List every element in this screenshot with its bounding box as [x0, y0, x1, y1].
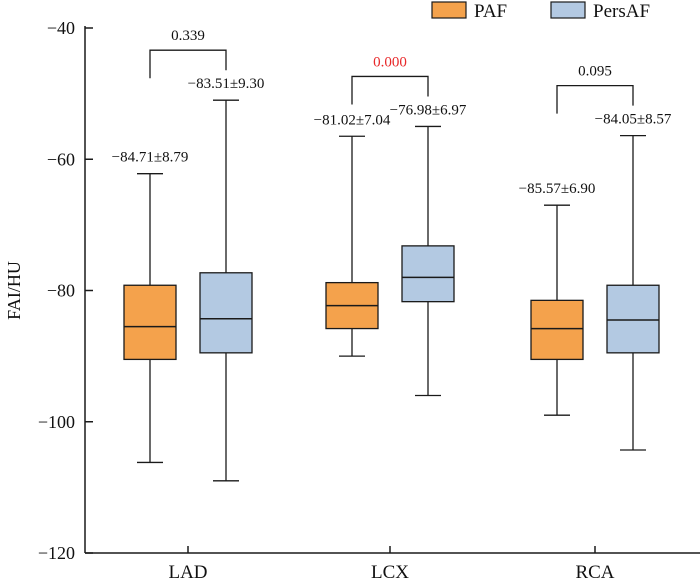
legend-swatch-paf	[431, 1, 467, 19]
comparison-bracket	[351, 75, 429, 105]
box-stat-label: −84.05±8.57	[595, 112, 672, 128]
box-iqr	[199, 272, 253, 354]
box-persaf-lcx: −76.98±6.97	[390, 102, 467, 397]
box-iqr	[530, 299, 584, 361]
comparison-bracket	[556, 84, 634, 114]
legend-label-persaf: PersAF	[593, 1, 650, 22]
box-stat-label: −85.57±6.90	[519, 181, 596, 197]
comparison-lcx: 0.000	[351, 54, 429, 105]
box-persaf-lad: −83.51±9.30	[188, 76, 265, 482]
x-tick-label: RCA	[575, 562, 614, 581]
box-iqr	[606, 284, 660, 354]
box-stat-label: −76.98±6.97	[390, 102, 467, 118]
y-tick-label: −80	[47, 281, 75, 301]
box-iqr	[123, 284, 177, 361]
box-paf-rca: −85.57±6.90	[519, 181, 596, 416]
plot-marks: −84.71±8.79 −81.02±7.04 −85.57±6.90 −83.51±…	[112, 28, 672, 482]
legend-label-paf: PAF	[474, 1, 507, 22]
box-stat-label: −83.51±9.30	[188, 76, 265, 92]
y-tick-label: −40	[47, 18, 75, 38]
legend-item-persaf: PersAF	[550, 1, 650, 22]
comparison-lad: 0.339	[149, 28, 227, 79]
y-axis-label: FAI/HU	[4, 261, 24, 320]
legend-item-paf: PAF	[431, 1, 507, 22]
box-stat-label: −81.02±7.04	[314, 112, 391, 128]
axes: −120 −100 −80 −60 −40 FAI/HU LAD LCX RCA	[4, 18, 700, 581]
y-tick-label: −120	[38, 543, 75, 563]
box-persaf-rca: −84.05±8.57	[595, 112, 672, 451]
box-paf-lad: −84.71±8.79	[112, 150, 189, 464]
x-tick-label: LCX	[371, 562, 409, 581]
p-value-label: 0.000	[373, 54, 407, 70]
x-tick-label: LAD	[168, 562, 207, 581]
y-tick-label: −60	[47, 149, 75, 169]
box-iqr	[401, 245, 455, 303]
p-value-label: 0.339	[171, 28, 205, 44]
box-stat-label: −84.71±8.79	[112, 150, 189, 166]
comparison-bracket	[149, 49, 227, 79]
legend: PAF PersAF	[431, 1, 650, 22]
comparison-rca: 0.095	[556, 64, 634, 114]
y-tick-label: −100	[38, 412, 75, 432]
p-value-label: 0.095	[578, 64, 612, 80]
legend-swatch-persaf	[550, 1, 586, 19]
box-paf-lcx: −81.02±7.04	[314, 112, 391, 357]
